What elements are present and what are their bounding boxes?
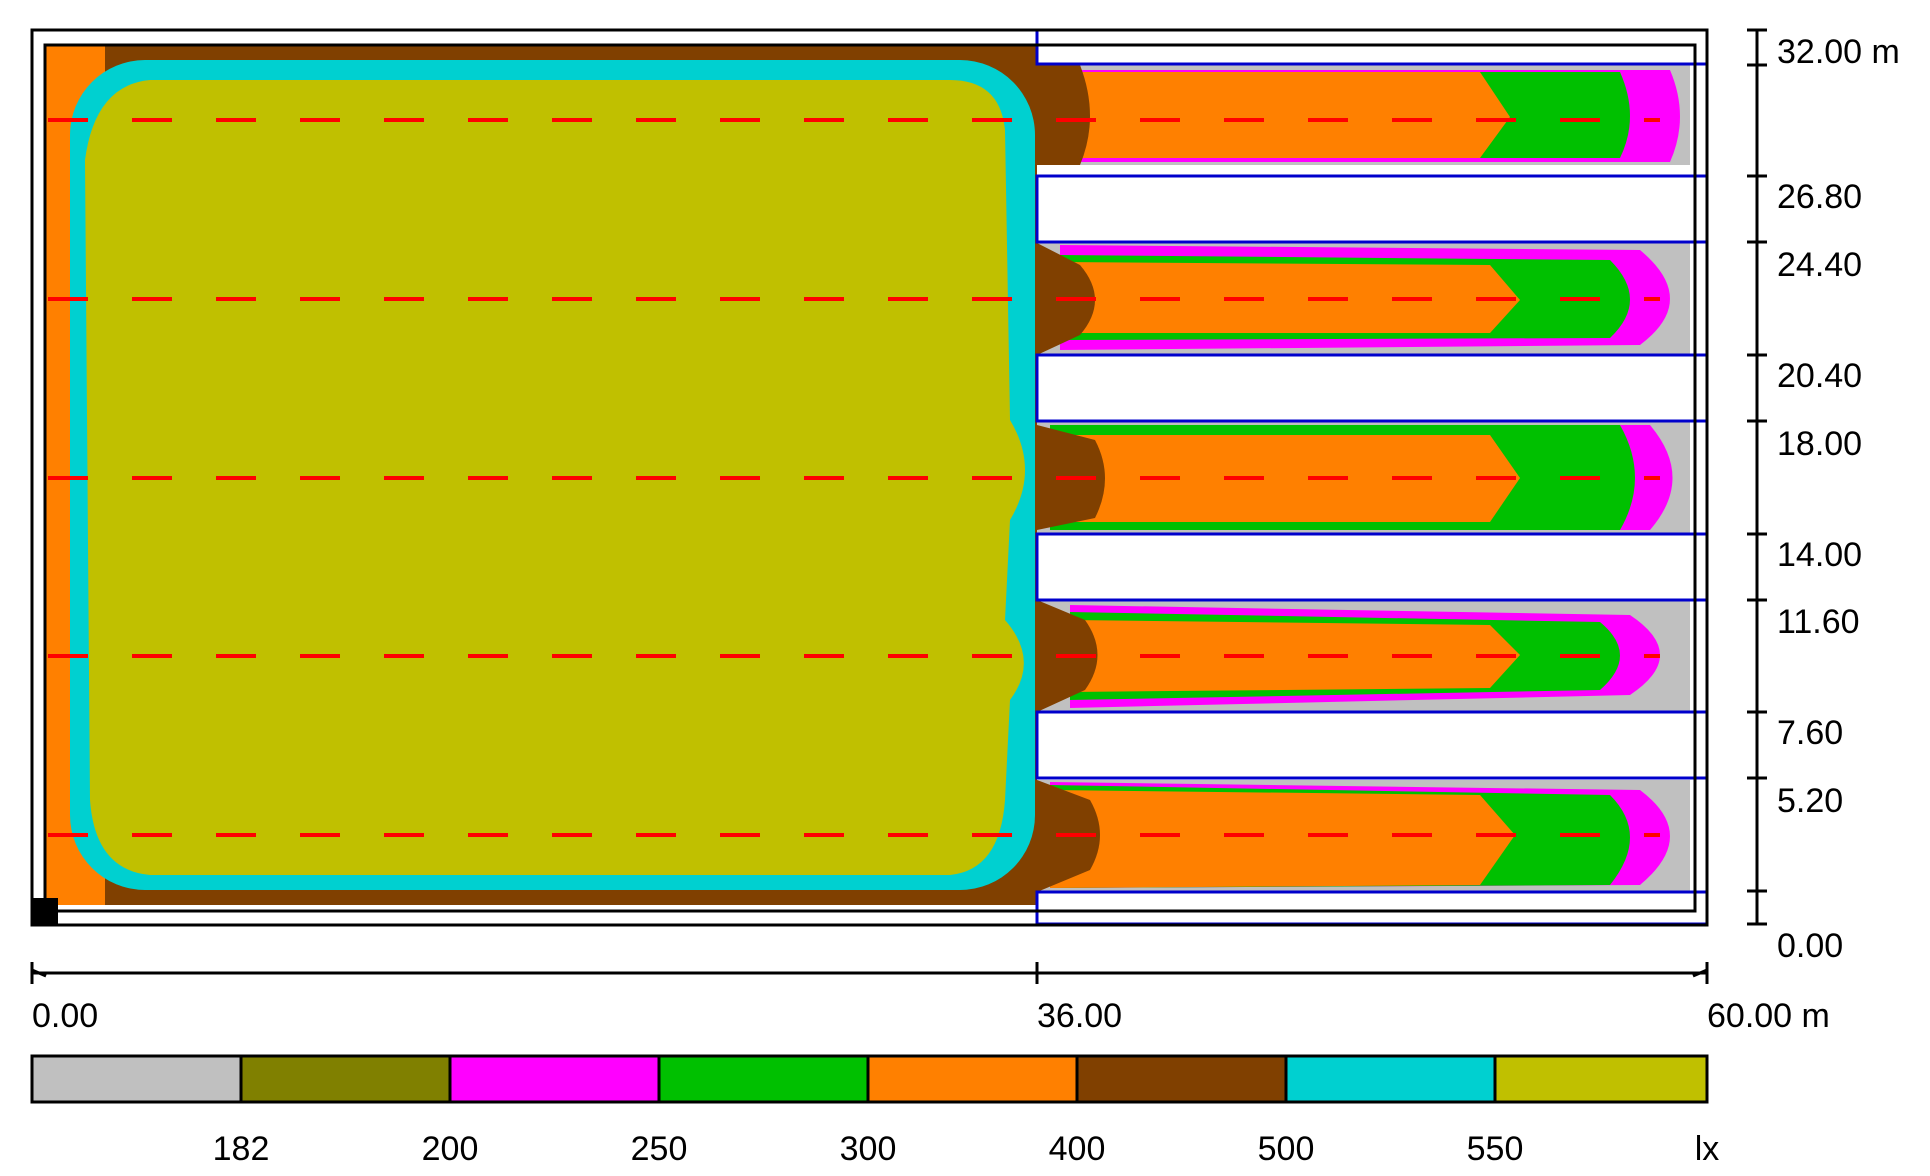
legend-threshold: 400 xyxy=(1049,1130,1106,1168)
strip-1 xyxy=(1037,65,1690,165)
skylight-5 xyxy=(1035,710,1709,780)
x-dimension-line xyxy=(30,962,1709,984)
x-tick-label: 0.00 xyxy=(32,997,98,1035)
skylight-4 xyxy=(1035,532,1709,602)
y-tick-label: 0.00 xyxy=(1777,927,1843,965)
legend-swatch xyxy=(239,1054,452,1104)
legend-threshold: 500 xyxy=(1258,1130,1315,1168)
y-tick-label: 14.00 xyxy=(1777,536,1862,574)
skylight-2 xyxy=(1035,174,1709,244)
y-tick-label: 26.80 xyxy=(1777,178,1862,216)
y-tick-label: 32.00 m xyxy=(1777,33,1900,71)
legend-threshold: 200 xyxy=(422,1130,479,1168)
y-tick-label: 7.60 xyxy=(1777,714,1843,752)
y-tick-label: 5.20 xyxy=(1777,782,1843,820)
y-tick-label: 24.40 xyxy=(1777,246,1862,284)
legend-swatch xyxy=(657,1054,870,1104)
y-dimension-line xyxy=(1747,28,1767,926)
legend-threshold: 300 xyxy=(840,1130,897,1168)
legend-swatch xyxy=(1075,1054,1288,1104)
y-tick-label: 18.00 xyxy=(1777,425,1862,463)
legend-swatch xyxy=(866,1054,1079,1104)
y-tick-label: 20.40 xyxy=(1777,357,1862,395)
room-frame xyxy=(30,28,1709,927)
skylight-3 xyxy=(1035,353,1709,423)
legend-swatch xyxy=(448,1054,661,1104)
x-tick-label: 60.00 m xyxy=(1707,997,1830,1035)
legend-swatch xyxy=(1284,1054,1497,1104)
x-tick-label: 36.00 xyxy=(1037,997,1122,1035)
legend-threshold: 550 xyxy=(1467,1130,1524,1168)
legend-swatch xyxy=(1493,1054,1709,1104)
legend-swatch xyxy=(30,1054,243,1104)
legend-threshold: 182 xyxy=(213,1130,270,1168)
legend-threshold: 250 xyxy=(631,1130,688,1168)
skylight-6 xyxy=(1035,890,1709,926)
y-tick-label: 11.60 xyxy=(1777,603,1860,641)
legend-unit: lx xyxy=(1695,1130,1720,1168)
origin-marker xyxy=(32,898,58,924)
skylight-1 xyxy=(1035,28,1709,66)
isolux-legend: 182 200 250 300 400 500 550 lx xyxy=(30,1054,1720,1168)
luminaire-rows xyxy=(48,118,1660,837)
